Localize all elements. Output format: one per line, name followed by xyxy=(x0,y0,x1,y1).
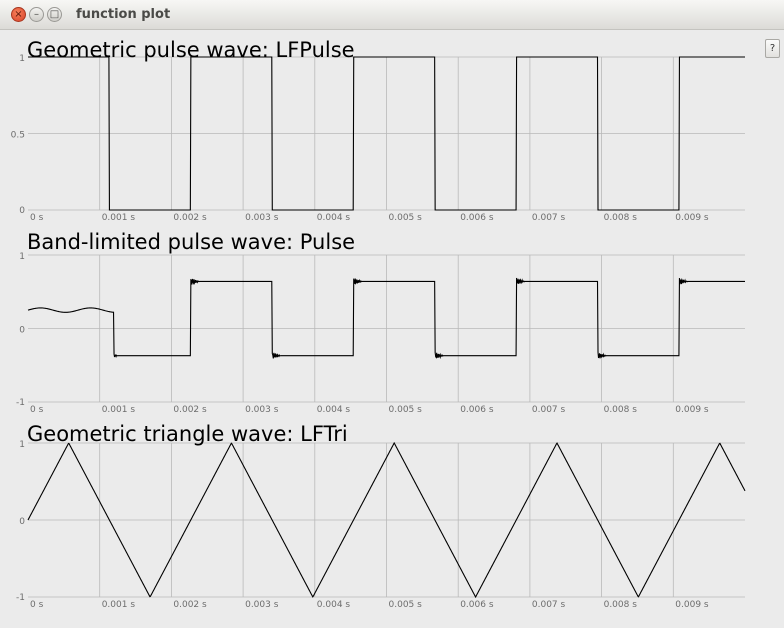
x-tick-label: 0.006 s xyxy=(460,600,494,610)
y-tick-label: 1 xyxy=(19,252,25,262)
y-tick-label: 0 xyxy=(19,517,25,527)
x-tick-label: 0.007 s xyxy=(532,405,566,415)
chart-title: Band-limited pulse wave: Pulse xyxy=(27,230,355,254)
x-tick-label: 0.009 s xyxy=(675,213,709,223)
x-tick-label: 0.001 s xyxy=(102,213,136,223)
y-tick-label: 1 xyxy=(19,440,25,450)
x-tick-label: 0 s xyxy=(30,213,44,223)
x-tick-label: 0.005 s xyxy=(389,213,423,223)
x-tick-label: 0.006 s xyxy=(460,405,494,415)
chart-title: Geometric triangle wave: LFTri xyxy=(27,422,348,446)
y-tick-label: -1 xyxy=(16,398,25,408)
x-tick-label: 0.003 s xyxy=(245,213,279,223)
plots-canvas: 0 s 0.001 s 0.002 s 0.003 s 0.004 s 0.005 s 0.… xyxy=(9,37,763,611)
x-tick-label: 0.002 s xyxy=(173,600,207,610)
chart-panel-2: 0 s 0.001 s 0.002 s 0.003 s 0.004 s 0.005 s 0.… xyxy=(9,229,763,419)
x-tick-label: 0.004 s xyxy=(317,600,351,610)
x-tick-label: 0.008 s xyxy=(604,600,638,610)
title-bar[interactable]: × – □ function plot xyxy=(0,0,784,30)
x-tick-label: 0.005 s xyxy=(389,600,423,610)
x-tick-label: 0.005 s xyxy=(389,405,423,415)
x-tick-label: 0.009 s xyxy=(675,600,709,610)
waveform-line xyxy=(28,56,745,211)
x-tick-label: 0.004 s xyxy=(317,213,351,223)
help-button[interactable]: ? xyxy=(765,39,780,58)
x-tick-label: 0.009 s xyxy=(675,405,709,415)
y-tick-label: 1 xyxy=(19,54,25,64)
x-tick-label: 0.002 s xyxy=(173,213,207,223)
x-tick-label: 0.006 s xyxy=(460,213,494,223)
x-tick-label: 0.001 s xyxy=(102,600,136,610)
minimize-icon[interactable]: – xyxy=(29,7,44,22)
x-tick-label: 0.001 s xyxy=(102,405,136,415)
window-title: function plot xyxy=(76,7,171,22)
x-tick-label: 0.007 s xyxy=(532,600,566,610)
chart-background xyxy=(9,229,763,419)
x-tick-label: 0.008 s xyxy=(604,213,638,223)
y-tick-label: 0 xyxy=(19,326,25,336)
y-tick-label: 0.5 xyxy=(11,131,25,141)
chart-background xyxy=(9,421,763,611)
y-tick-label: 0 xyxy=(19,206,25,216)
close-icon[interactable]: × xyxy=(11,7,26,22)
chart-background xyxy=(9,37,763,227)
chart-panel-1: 0 s 0.001 s 0.002 s 0.003 s 0.004 s 0.005 s 0.… xyxy=(9,37,763,227)
x-tick-label: 0.007 s xyxy=(532,213,566,223)
chart-panel-3: 0 s 0.001 s 0.002 s 0.003 s 0.004 s 0.005 s 0.… xyxy=(9,421,763,611)
x-tick-label: 0.003 s xyxy=(245,600,279,610)
x-tick-label: 0.002 s xyxy=(173,405,207,415)
waveform-line xyxy=(27,277,745,360)
waveform-line xyxy=(27,441,746,599)
x-tick-label: 0.003 s xyxy=(245,405,279,415)
maximize-icon[interactable]: □ xyxy=(47,7,62,22)
x-tick-label: 0 s xyxy=(30,405,44,415)
x-tick-label: 0.004 s xyxy=(317,405,351,415)
x-tick-label: 0 s xyxy=(30,600,44,610)
y-tick-label: -1 xyxy=(16,593,25,603)
x-tick-label: 0.008 s xyxy=(604,405,638,415)
